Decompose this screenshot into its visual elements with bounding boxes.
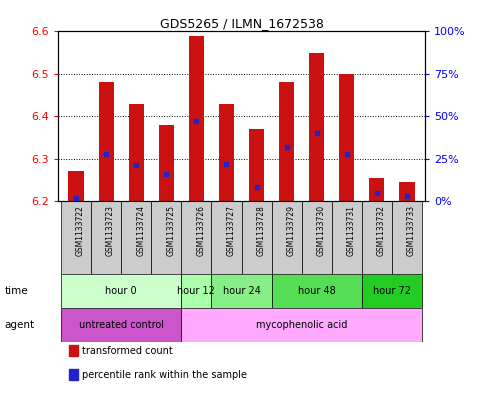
Bar — [189, 36, 204, 201]
Text: hour 72: hour 72 — [373, 286, 411, 296]
FancyBboxPatch shape — [121, 201, 151, 274]
Bar — [339, 74, 355, 201]
Bar — [219, 103, 234, 201]
Text: GSM1133731: GSM1133731 — [347, 205, 356, 256]
FancyBboxPatch shape — [271, 201, 302, 274]
Bar — [128, 103, 144, 201]
Text: GSM1133726: GSM1133726 — [197, 205, 205, 256]
Text: time: time — [5, 286, 28, 296]
FancyBboxPatch shape — [181, 308, 422, 342]
FancyBboxPatch shape — [181, 274, 212, 308]
Text: GSM1133733: GSM1133733 — [407, 205, 416, 256]
Bar — [249, 129, 264, 201]
FancyBboxPatch shape — [332, 201, 362, 274]
FancyBboxPatch shape — [392, 201, 422, 274]
FancyBboxPatch shape — [61, 274, 181, 308]
FancyBboxPatch shape — [302, 201, 332, 274]
Text: hour 12: hour 12 — [177, 286, 215, 296]
FancyBboxPatch shape — [61, 308, 181, 342]
Text: hour 0: hour 0 — [105, 286, 137, 296]
Bar — [69, 345, 78, 356]
Bar — [159, 125, 174, 201]
FancyBboxPatch shape — [212, 201, 242, 274]
Text: GSM1133724: GSM1133724 — [136, 205, 145, 256]
Text: hour 48: hour 48 — [298, 286, 336, 296]
Text: transformed count: transformed count — [82, 346, 172, 356]
FancyBboxPatch shape — [212, 274, 271, 308]
Text: GSM1133723: GSM1133723 — [106, 205, 115, 256]
Text: hour 24: hour 24 — [223, 286, 260, 296]
FancyBboxPatch shape — [61, 201, 91, 274]
Bar — [369, 178, 384, 201]
Text: GSM1133725: GSM1133725 — [166, 205, 175, 256]
Text: GSM1133722: GSM1133722 — [76, 205, 85, 255]
Bar — [399, 182, 414, 201]
FancyBboxPatch shape — [362, 201, 392, 274]
Bar — [279, 82, 294, 201]
Bar — [309, 53, 324, 201]
FancyBboxPatch shape — [242, 201, 271, 274]
FancyBboxPatch shape — [181, 201, 212, 274]
Bar — [69, 171, 84, 201]
FancyBboxPatch shape — [362, 274, 422, 308]
Bar — [69, 369, 78, 380]
Text: GSM1133729: GSM1133729 — [286, 205, 296, 256]
Text: GSM1133730: GSM1133730 — [317, 205, 326, 256]
FancyBboxPatch shape — [271, 274, 362, 308]
Text: untreated control: untreated control — [79, 320, 164, 330]
Text: percentile rank within the sample: percentile rank within the sample — [82, 370, 247, 380]
FancyBboxPatch shape — [91, 201, 121, 274]
Text: agent: agent — [5, 320, 35, 330]
Text: mycophenolic acid: mycophenolic acid — [256, 320, 347, 330]
FancyBboxPatch shape — [151, 201, 181, 274]
Text: GSM1133728: GSM1133728 — [256, 205, 266, 255]
Text: GSM1133727: GSM1133727 — [227, 205, 235, 256]
Text: GSM1133732: GSM1133732 — [377, 205, 386, 256]
Title: GDS5265 / ILMN_1672538: GDS5265 / ILMN_1672538 — [159, 17, 324, 30]
Bar — [99, 82, 114, 201]
